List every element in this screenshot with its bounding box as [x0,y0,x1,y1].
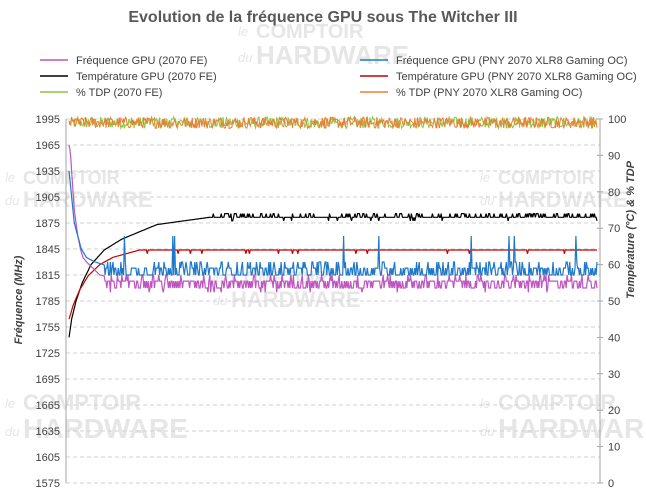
svg-text:HARDWARE: HARDWARE [23,187,153,212]
y2-tick-label: 40 [608,332,620,344]
svg-text:HARDWARE: HARDWARE [23,413,188,444]
legend-entry: % TDP (2070 FE) [76,87,162,99]
svg-text:le: le [480,396,490,411]
series-line [68,115,598,130]
y2-tick-label: 70 [608,223,620,235]
svg-text:le: le [238,24,248,39]
legend-entry: Fréquence GPU (PNY 2070 XLR8 Gaming OC) [396,55,628,67]
series-lines [68,114,598,338]
svg-text:le: le [5,170,15,185]
y-tick-label: 1755 [36,322,60,334]
y2-tick-label: 10 [608,442,620,454]
legend-entry: Température GPU (2070 FE) [76,71,217,83]
y-tick-label: 1875 [36,218,60,230]
y-tick-label: 1605 [36,452,60,464]
y-tick-label: 1695 [36,374,60,386]
y2-tick-label: 50 [608,296,620,308]
y-tick-label: 1785 [36,296,60,308]
y-tick-label: 1665 [36,400,60,412]
y-tick-label: 1845 [36,244,60,256]
y2-tick-label: 20 [608,405,620,417]
svg-text:HARDWARE: HARDWARE [231,287,361,312]
svg-text:COMPTOIR: COMPTOIR [23,390,141,415]
series-line [68,144,598,293]
svg-text:du: du [5,424,19,439]
y-tick-label: 1935 [36,166,60,178]
y2-tick-label: 60 [608,260,620,272]
svg-text:COMPTOIR: COMPTOIR [498,390,616,415]
watermark: le COMPTOIR du HARDWARE le COMPTOIR du H… [5,21,646,444]
y2-tick-label: 80 [608,187,620,199]
legend: Fréquence GPU (2070 FE) Température GPU (… [40,55,637,99]
y-tick-label: 1725 [36,348,60,360]
svg-text:le: le [480,170,490,185]
y2-tick-label: 30 [608,369,620,381]
y-tick-label: 1635 [36,426,60,438]
svg-text:HARDWARE: HARDWARE [498,413,646,444]
svg-text:COMPTOIR: COMPTOIR [256,21,364,43]
svg-text:le: le [5,396,15,411]
svg-text:COMPTOIR: COMPTOIR [498,168,595,188]
series-line [68,213,598,338]
svg-text:du: du [5,193,19,208]
y-tick-label: 1965 [36,140,60,152]
svg-text:du: du [238,50,252,65]
y2-tick-label: 0 [608,478,614,490]
y-tick-label: 1995 [36,114,60,126]
y-axis-label: Fréquence (MHz) [13,255,25,344]
svg-text:COMPTOIR: COMPTOIR [23,168,120,188]
legend-entry: Température GPU (PNY 2070 XLR8 Gaming OC… [396,71,637,83]
grid [66,118,600,484]
svg-text:HARDWARE: HARDWARE [498,187,628,212]
y-tick-label: 1815 [36,270,60,282]
series-line [68,170,598,276]
y-tick-label: 1905 [36,192,60,204]
legend-entry: % TDP (PNY 2070 XLR8 Gaming OC) [396,87,582,99]
y2-tick-label: 90 [608,150,620,162]
svg-text:le: le [213,270,223,285]
svg-text:du: du [480,193,494,208]
left-axis: 1995 1965 1935 1905 1875 1845 1815 1785 1755 1725… [36,114,67,490]
svg-text:HARDWARE: HARDWARE [256,40,409,70]
y-tick-label: 1575 [36,478,60,490]
y2-axis-label: Température (°C) & % TDP [625,160,637,299]
y2-tick-label: 100 [608,114,626,126]
chart-title: Evolution de la fréquence GPU sous The W… [128,9,517,26]
legend-entry: Fréquence GPU (2070 FE) [76,55,207,67]
